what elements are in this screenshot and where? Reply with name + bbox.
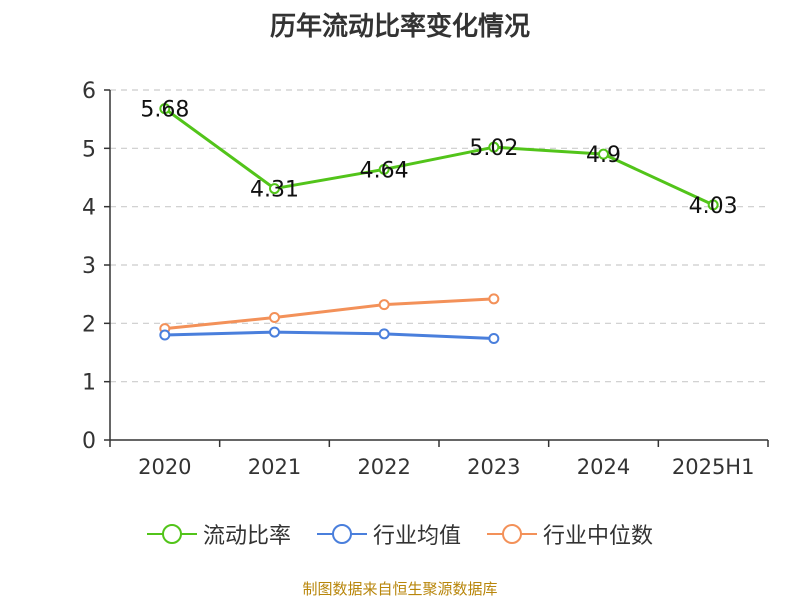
data-point bbox=[159, 329, 171, 341]
legend-swatch-industry-median bbox=[487, 524, 537, 544]
y-tick-label: 4 bbox=[82, 196, 96, 221]
x-tick-label: 2024 bbox=[577, 455, 630, 479]
data-label: 5.02 bbox=[469, 136, 518, 161]
series-line-0 bbox=[163, 107, 714, 207]
data-label: 4.64 bbox=[360, 158, 409, 183]
y-tick-label: 0 bbox=[82, 429, 96, 454]
data-point bbox=[598, 148, 609, 160]
y-tick-label: 1 bbox=[82, 371, 96, 396]
data-label: 4.31 bbox=[250, 178, 299, 203]
data-point bbox=[378, 163, 390, 175]
data-point bbox=[707, 199, 719, 211]
x-tick-label: 2025H1 bbox=[672, 455, 755, 479]
legend-swatch-current-ratio bbox=[146, 524, 197, 544]
x-tick-label: 2020 bbox=[138, 455, 191, 479]
legend-item-industry-median[interactable]: 行业中位数 bbox=[487, 518, 653, 550]
x-tick-label: 2023 bbox=[467, 455, 520, 479]
x-tick-label: 2021 bbox=[248, 455, 301, 479]
chart-title: 历年流动比率变化情况 bbox=[269, 12, 530, 42]
legend-label-current-ratio: 流动比率 bbox=[202, 524, 291, 549]
y-tick-label: 6 bbox=[82, 79, 96, 104]
y-tick-label: 2 bbox=[82, 312, 96, 337]
series-line-1 bbox=[164, 330, 494, 340]
legend-item-industry-mean[interactable]: 行业均值 bbox=[316, 518, 461, 550]
legend-swatch-industry-mean bbox=[316, 524, 367, 544]
x-tick-label: 2022 bbox=[357, 455, 410, 479]
legend: 流动比率 行业均值 行业中位数 bbox=[0, 518, 800, 550]
data-label: 4.03 bbox=[689, 194, 738, 219]
data-point bbox=[378, 299, 390, 311]
y-tick-label: 5 bbox=[82, 137, 96, 162]
data-point bbox=[488, 141, 500, 153]
data-point bbox=[488, 293, 500, 305]
data-source-note: 制图数据来自恒生聚源数据库 bbox=[302, 580, 498, 598]
data-point bbox=[269, 183, 280, 195]
data-point bbox=[488, 333, 500, 344]
data-point bbox=[159, 103, 171, 115]
data-point bbox=[269, 326, 280, 338]
data-label: 5.68 bbox=[140, 98, 189, 123]
legend-label-industry-median: 行业中位数 bbox=[543, 524, 654, 549]
data-point bbox=[378, 328, 390, 340]
data-label: 4.9 bbox=[586, 143, 621, 168]
data-point bbox=[269, 312, 280, 323]
series-line-2 bbox=[164, 297, 494, 331]
legend-label-industry-mean: 行业均值 bbox=[372, 524, 461, 549]
legend-item-current-ratio[interactable]: 流动比率 bbox=[146, 518, 291, 550]
y-tick-label: 3 bbox=[82, 254, 96, 279]
